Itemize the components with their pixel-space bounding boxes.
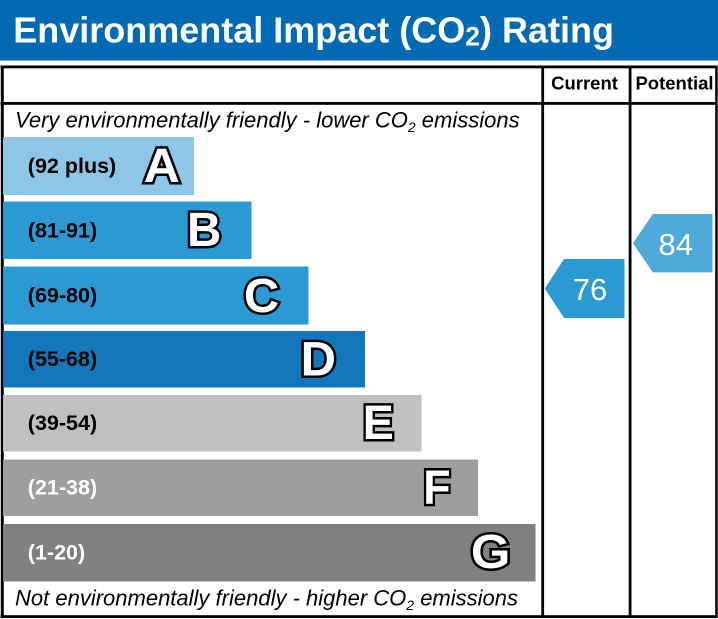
svg-text:76: 76 [573, 272, 607, 307]
svg-text:Not environmentally friendly -: Not environmentally friendly - higher CO… [15, 586, 518, 614]
svg-text:Potential: Potential [635, 73, 713, 94]
svg-text:Very environmentally friendly: Very environmentally friendly - lower CO… [15, 108, 520, 136]
svg-text:(21-38): (21-38) [28, 476, 97, 500]
svg-text:(1-20): (1-20) [28, 541, 85, 565]
svg-text:C: C [244, 270, 279, 323]
svg-text:B: B [187, 204, 221, 257]
svg-text:Current: Current [551, 73, 618, 94]
svg-text:84: 84 [659, 227, 693, 262]
svg-text:A: A [144, 140, 180, 193]
svg-text:(55-68): (55-68) [28, 347, 97, 371]
svg-text:Environmental Impact (CO2) Rat: Environmental Impact (CO2) Rating [13, 10, 614, 52]
svg-text:E: E [363, 397, 394, 451]
svg-text:D: D [301, 333, 336, 386]
svg-text:F: F [423, 460, 450, 514]
svg-text:(39-54): (39-54) [28, 411, 97, 435]
svg-text:(69-80): (69-80) [28, 284, 97, 308]
svg-text:(92 plus): (92 plus) [28, 154, 116, 178]
svg-text:G: G [471, 525, 511, 578]
svg-text:(81-91): (81-91) [28, 218, 97, 242]
